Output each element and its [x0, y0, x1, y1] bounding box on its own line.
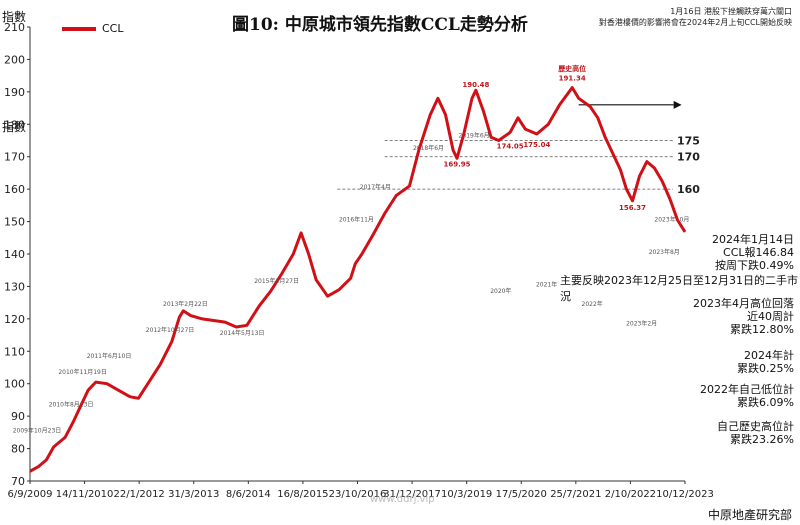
- x-tick-label: 17/5/2020: [496, 489, 547, 500]
- reference-line-label: 160: [677, 183, 700, 196]
- y-tick-label: 140: [4, 248, 25, 261]
- trend-arrow-head: [673, 100, 682, 109]
- y-tick-label: 160: [4, 183, 25, 196]
- value-label: 191.34: [559, 75, 586, 83]
- ytd-box: 2024年計 累跌0.25%: [737, 349, 794, 375]
- since-april-title: 2023年4月高位回落: [693, 297, 794, 310]
- x-tick-label: 8/6/2014: [226, 489, 271, 500]
- y-tick-label: 110: [4, 345, 25, 358]
- latest-reading-box: 2024年1月14日 CCL報146.84 按周下跌0.49%: [712, 233, 794, 272]
- from-low-value: 累跌6.09%: [737, 396, 794, 409]
- x-tick-label: 25/7/2021: [550, 489, 601, 500]
- watermark: www.ddrj.vip: [370, 494, 435, 505]
- event-annotation: 2014年5月13日: [220, 329, 265, 337]
- event-annotation: 2017年4月: [360, 183, 391, 191]
- y-tick-label: 120: [4, 313, 25, 326]
- series-layer: [29, 86, 687, 473]
- from-peak-value: 累跌23.26%: [730, 433, 794, 446]
- event-annotation: 2020年: [490, 287, 511, 295]
- since-april-sub: 近40周計: [747, 310, 794, 323]
- value-labels: 歷史高位 191.34 190.48 169.95 174.05 175.04 156.37…: [13, 64, 690, 435]
- y-tick-label: 180: [4, 118, 25, 131]
- legend-swatch: [62, 26, 96, 31]
- x-tick-label: 31/12/2017: [383, 489, 441, 500]
- event-annotation: 2022年: [582, 300, 603, 308]
- note-2: 對香港樓價的影響將會在2024年2月上旬CCL開始反映: [598, 18, 792, 27]
- value-label: 190.48: [462, 81, 489, 89]
- x-tick-label: 2/10/2022: [605, 489, 656, 500]
- event-annotation: 2018年6月: [413, 144, 444, 152]
- value-label: 156.37: [619, 204, 646, 212]
- event-annotation: 2012年10月27日: [146, 326, 195, 334]
- event-annotation: 2021年: [536, 280, 557, 288]
- value-label: 169.95: [443, 160, 470, 168]
- event-annotation: 2010年8月13日: [49, 400, 94, 408]
- rebound-note: 主要反映2023年12月25日至12月31日的二手市況: [560, 274, 798, 303]
- from-low-title: 2022年自己低位計: [700, 383, 794, 396]
- y-tick-label: 100: [4, 378, 25, 391]
- event-annotation: 2016年11月: [339, 216, 374, 224]
- x-tick-label: 31/3/2013: [168, 489, 219, 500]
- event-annotation: 2009年10月23日: [13, 426, 62, 434]
- axes: 70 80 90 100 110 120 130 140 150 160 170 180 190 200 2…: [4, 21, 714, 500]
- y-axis-unit: 指數: [2, 10, 27, 24]
- legend: CCL: [62, 22, 124, 35]
- note-1: 1月16日 港股下挫觸跌穿萬六關口: [670, 7, 792, 16]
- y-tick-label: 210: [4, 21, 25, 34]
- event-annotation: 2019年6月: [459, 131, 490, 139]
- chart-title: 圖10: 中原城市領先指數CCL走勢分析: [232, 15, 528, 35]
- ccl-series-line: [29, 86, 687, 473]
- value-label: 歷史高位: [558, 64, 586, 73]
- event-annotation: 2023年10月: [654, 216, 689, 224]
- since-april-value: 累跌12.80%: [730, 323, 794, 336]
- x-tick-label: 10/3/2019: [441, 489, 492, 500]
- y-tick-label: 150: [4, 216, 25, 229]
- since-april-box: 2023年4月高位回落 近40周計 累跌12.80%: [693, 297, 794, 336]
- y-tick-label: 170: [4, 151, 25, 164]
- x-tick-label: 22/1/2012: [114, 489, 165, 500]
- x-tick-label: 23/10/2016: [329, 489, 387, 500]
- value-label: 174.05: [497, 143, 524, 151]
- top-notes: 1月16日 港股下挫觸跌穿萬六關口 對香港樓價的影響將會在2024年2月上旬CC…: [599, 6, 792, 28]
- legend-label: CCL: [102, 22, 124, 35]
- x-tick-label: 16/8/2015: [277, 489, 328, 500]
- from-peak-box: 自己歷史高位計 累跌23.26%: [717, 420, 794, 446]
- event-annotation: 2013年2月22日: [163, 300, 208, 308]
- y-tick-label: 90: [11, 410, 25, 423]
- y-tick-label: 200: [4, 53, 25, 66]
- y-tick-label: 80: [11, 443, 25, 456]
- x-tick-label: 6/9/2009: [8, 489, 53, 500]
- from-2022-low-box: 2022年自己低位計 累跌6.09%: [700, 383, 794, 409]
- y-axis-label: 指數: [2, 120, 27, 134]
- ytd-title: 2024年計: [744, 349, 794, 362]
- x-tick-label: 14/11/2010: [56, 489, 114, 500]
- from-peak-title: 自己歷史高位計: [717, 420, 794, 433]
- y-tick-label: 190: [4, 86, 25, 99]
- y-tick-label: 130: [4, 280, 25, 293]
- source-credit: 中原地產研究部: [707, 508, 792, 522]
- event-annotation: 2010年11月19日: [58, 368, 107, 376]
- reference-lines: 175 170 160: [337, 100, 700, 196]
- weekly-change: 按周下跌0.49%: [715, 259, 794, 272]
- x-tick-label: 10/12/2023: [656, 489, 714, 500]
- reference-line-label: 175: [677, 135, 700, 148]
- value-label: 175.04: [523, 141, 550, 149]
- latest-value: CCL報146.84: [723, 246, 794, 259]
- event-annotation: 2015年2月27日: [254, 277, 299, 285]
- latest-date: 2024年1月14日: [712, 233, 794, 246]
- event-annotation: 2023年8月: [649, 248, 680, 256]
- reference-line-label: 170: [677, 151, 700, 164]
- ytd-value: 累跌0.25%: [737, 362, 794, 375]
- y-tick-label: 70: [11, 475, 25, 488]
- event-annotation: 2023年2月: [626, 319, 657, 327]
- event-annotation: 2011年6月10日: [87, 352, 132, 360]
